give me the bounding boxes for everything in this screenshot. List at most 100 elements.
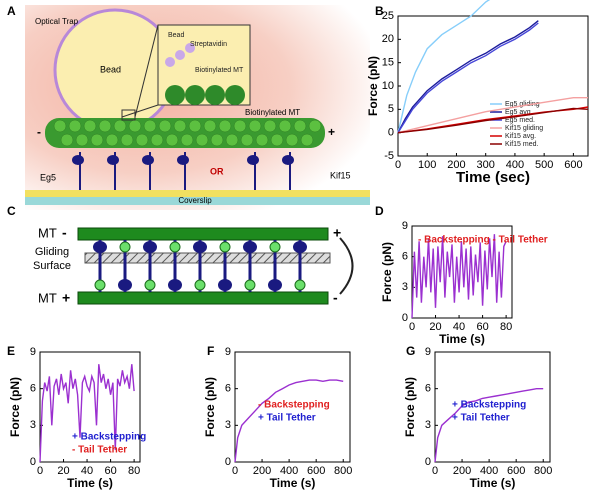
y-axis-label: Force (pN) [380,242,394,302]
panel-label: A [7,4,16,18]
y-axis-label: Force (pN) [8,377,22,437]
panel-label: F [207,344,214,358]
label: + [333,225,341,241]
y-tick-label: 6 [402,251,408,263]
annotation: - Backstepping - Tail Tether [418,235,548,246]
label: Streptavidin [190,41,227,48]
label: MT [38,225,57,240]
data-line [397,107,589,134]
label: Bead [100,64,121,74]
panel-label: G [406,344,415,358]
x-tick-label: 300 [477,159,495,171]
data-line [397,0,491,133]
y-tick-label: 0 [425,456,431,468]
x-tick-label: 0 [432,465,438,477]
label: - [333,290,338,306]
x-tick-label: 60 [476,321,488,333]
x-tick-label: 40 [453,321,465,333]
x-axis-label: Time (sec) [456,169,530,186]
rotate-arrow [339,237,354,295]
plot-frame [434,351,551,463]
inset-strep [165,43,195,67]
label: Gliding [35,246,69,258]
data-line [234,379,344,463]
data-line [434,388,544,463]
y-tick-label: 0 [225,456,231,468]
x-tick-label: 200 [447,159,465,171]
y-tick-label: 5 [388,103,394,115]
x-axis-label: Time (s) [270,476,316,490]
annotation: + Tail Tether [258,413,316,424]
legend-label: Kif15 gliding [505,125,543,132]
plot-frame [397,15,589,157]
panel-a: A Optical Trap Bead Bead Streptavidin Bi… [7,4,370,210]
plot-frame [234,351,351,463]
label: - [62,225,67,241]
panel-label: C [7,204,16,218]
label: Kif15 [330,170,351,180]
x-tick-label: 500 [535,159,553,171]
y-axis-label: Force (pN) [366,56,380,116]
label: + [62,290,70,306]
y-tick-label: 6 [225,383,231,395]
plot-frame [39,351,141,463]
panel-label: B [375,4,384,18]
x-tick-label: 400 [506,159,524,171]
x-tick-label: 80 [128,465,140,477]
label: Optical Trap [35,17,79,26]
y-tick-label: 3 [225,419,231,431]
x-tick-label: 0 [395,159,401,171]
label: Biotinylated MT [195,67,244,74]
y-tick-label: 0 [388,127,394,139]
motors [72,152,294,190]
legend-label: Eg5 avg. [505,109,533,116]
legend-label: Eg5 med. [505,117,535,124]
data-line [397,20,539,134]
x-tick-label: 800 [534,465,552,477]
legend-label: Kif15 avg. [505,133,536,140]
panel-label: E [7,344,15,358]
x-tick-label: 60 [104,465,116,477]
inset-pointer [121,104,159,118]
x-tick-label: 800 [334,465,352,477]
y-tick-label: 9 [425,346,431,358]
label: + [328,125,335,139]
panel-label: D [375,204,384,218]
inset-pointer [134,24,159,118]
annotation: - Tail Tether [72,445,127,456]
y-tick-label: 3 [30,419,36,431]
zoom-box [121,109,136,121]
y-tick-label: 0 [30,456,36,468]
mt-bar [77,291,329,305]
y-tick-label: 6 [425,383,431,395]
y-tick-label: 15 [382,57,394,69]
x-tick-label: 0 [37,465,43,477]
x-axis-label: Time (s) [439,332,485,346]
y-tick-label: 20 [382,33,394,45]
data-line [397,22,539,134]
annotation: - Backstepping [258,400,330,411]
label: Eg5 [40,172,56,182]
x-tick-label: 400 [280,465,298,477]
panel-c: C MT - + Gliding Surface MT + - [7,204,354,306]
x-tick-label: 400 [480,465,498,477]
y-tick-label: 9 [402,220,408,232]
c-heads [93,241,307,291]
x-tick-label: 200 [453,465,471,477]
y-tick-label: 10 [382,80,394,92]
gliding-surface [84,252,331,264]
data-line [397,97,588,134]
data-line [411,234,507,319]
tubulin [53,119,322,147]
x-tick-label: 200 [253,465,271,477]
y-axis-label: Force (pN) [403,377,417,437]
label: MT [38,290,57,305]
annotation: + Backstepping [452,400,526,411]
label: OR [210,166,224,176]
y-tick-label: -5 [384,150,394,162]
x-tick-label: 0 [232,465,238,477]
coverslip-top [25,190,370,197]
y-axis-label: Force (pN) [203,377,217,437]
label: Bead [168,32,184,39]
